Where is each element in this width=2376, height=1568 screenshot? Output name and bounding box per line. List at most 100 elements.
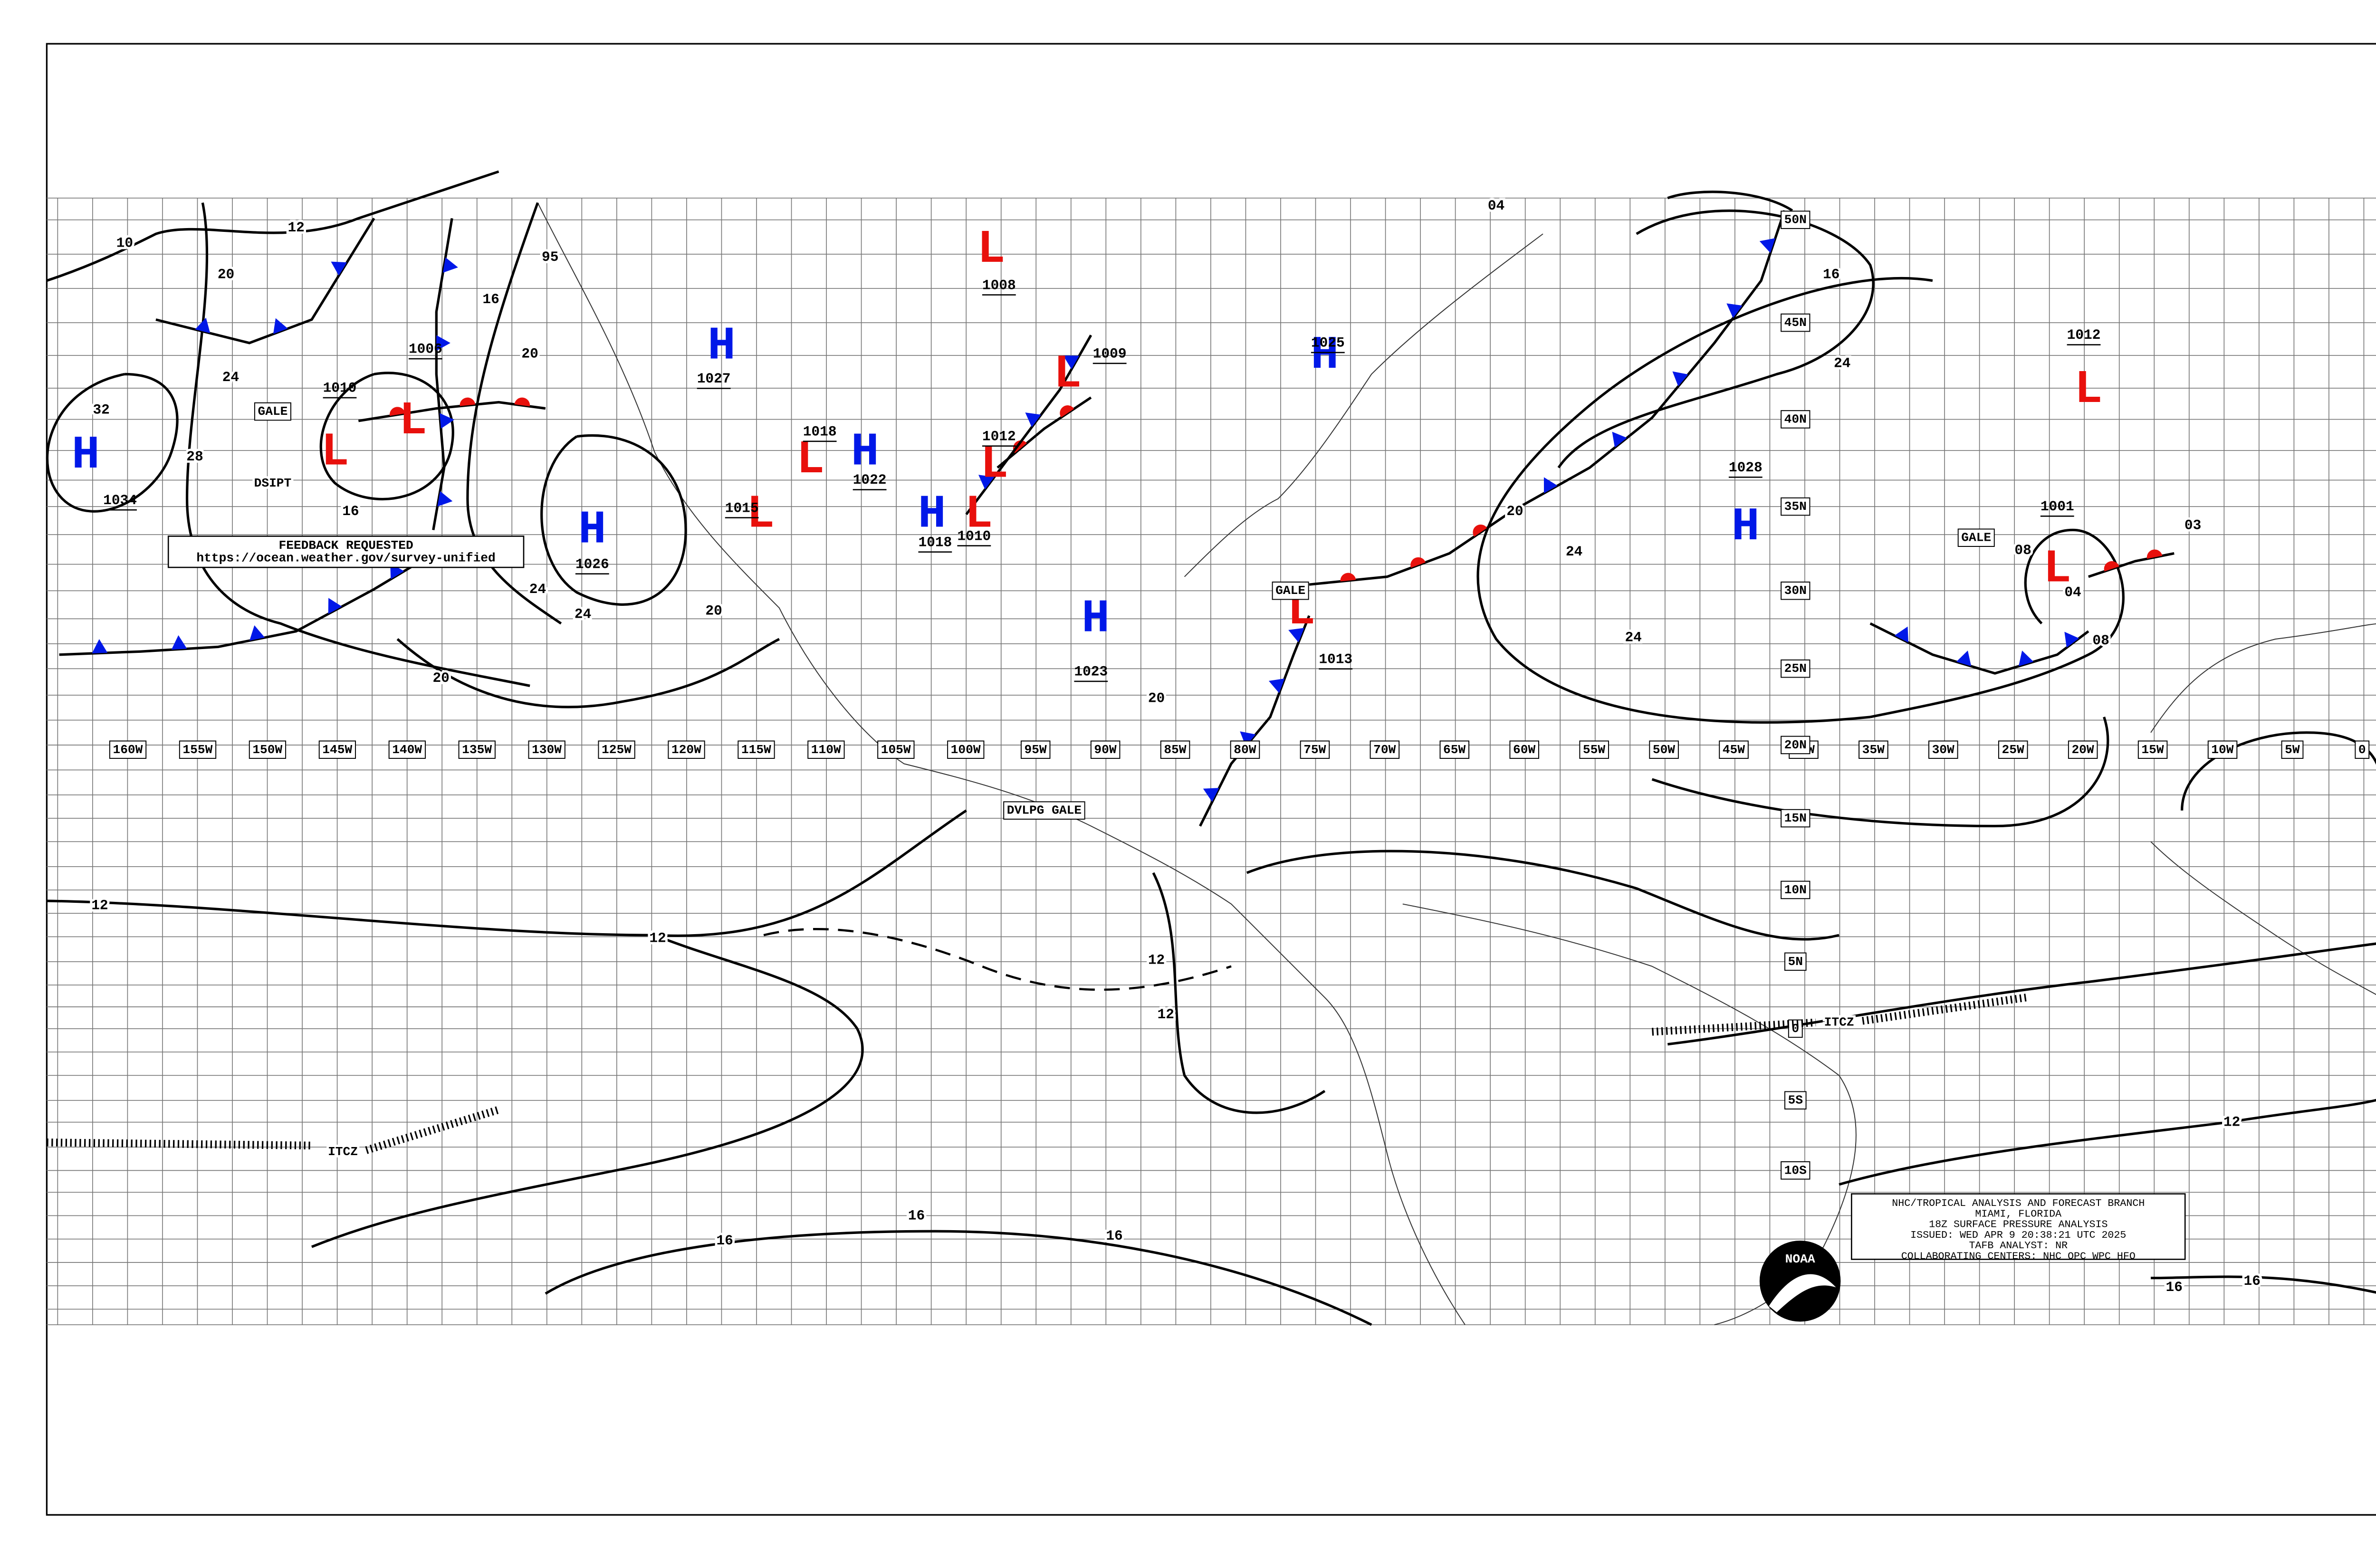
longitude-label: 25W <box>2002 743 2024 757</box>
low-center: L <box>977 223 1005 276</box>
front-line <box>1869 622 2089 675</box>
coastline <box>2150 623 2376 995</box>
annotation: GALE <box>258 404 287 419</box>
isobar-label: 20 <box>218 266 234 282</box>
longitude-label-box <box>1300 740 1330 759</box>
isobar-label: 24 <box>529 581 546 597</box>
central-pressure: 1012 <box>2067 327 2101 343</box>
annotation: DSIPT <box>254 476 292 490</box>
cold-front-pip <box>171 635 187 650</box>
isobar-label: 16 <box>1106 1228 1122 1244</box>
latitude-label: 45N <box>1784 316 1807 330</box>
latitude-label: 35N <box>1784 499 1807 514</box>
cold-front-pip <box>1956 650 1972 667</box>
longitude-label-box <box>668 740 705 759</box>
longitude-label: 45W <box>1723 743 1745 757</box>
latitude-label-box <box>1784 952 1807 971</box>
feedback-frame <box>167 535 525 568</box>
low-center: L <box>2074 363 2102 416</box>
logo-gull <box>1769 1274 1836 1312</box>
cold-front-pip <box>437 491 453 507</box>
isobar <box>1839 1099 2376 1186</box>
warm-front-pip <box>2104 561 2119 572</box>
longitude-label: 155W <box>182 743 212 757</box>
cold-front-pip <box>249 625 265 641</box>
cold-front-pip <box>1288 628 1304 643</box>
warm-front-pip <box>1410 557 1426 568</box>
high-center: H <box>578 503 606 556</box>
cold-front-pip <box>1612 431 1627 448</box>
isobar <box>47 809 967 937</box>
central-pressure: 1009 <box>1093 346 1127 362</box>
itcz-band <box>47 1138 312 1150</box>
longitude-label-box <box>458 740 496 759</box>
isobar-label: 24 <box>1834 355 1850 371</box>
isobar-label: 24 <box>1625 630 1641 646</box>
longitude-label: 5W <box>2285 743 2300 757</box>
longitude-label: 160W <box>113 743 143 757</box>
longitude-label: 60W <box>1513 743 1535 757</box>
cold-front-pip <box>92 639 108 654</box>
warm-front-pip <box>1060 405 1074 418</box>
longitude-label: 15W <box>2141 743 2164 757</box>
isobar-label: 12 <box>91 898 108 914</box>
central-pressure: 1015 <box>725 500 759 516</box>
cold-front-pip <box>1025 412 1041 427</box>
cold-front-pip <box>2064 631 2079 648</box>
central-pressure: 1001 <box>2041 498 2074 515</box>
isobar <box>1152 872 1326 1114</box>
longitude-label-box <box>2207 740 2238 759</box>
latitude-label-box <box>1781 1161 1811 1180</box>
longitude-label-box <box>947 740 985 759</box>
isobar-label: 12 <box>287 220 304 236</box>
isobar-label: 24 <box>1566 544 1582 560</box>
isobar-label: 16 <box>482 291 499 307</box>
central-pressure: 1010 <box>323 380 357 396</box>
longitude-label-box <box>109 740 147 759</box>
latitude-label-box <box>1781 880 1811 899</box>
longitude-label-box <box>1859 740 1888 759</box>
longitude-label-box <box>388 740 426 759</box>
longitude-label: 55W <box>1583 743 1605 757</box>
isobar <box>319 372 454 501</box>
isobar-label: 20 <box>1148 690 1165 706</box>
longitude-label-box <box>1719 740 1749 759</box>
longitude-label-box <box>1928 740 1958 759</box>
isobar-label: 03 <box>2184 517 2201 533</box>
longitude-label-box <box>318 740 356 759</box>
central-pressure: 1022 <box>853 472 887 488</box>
longitude-label: 105W <box>881 743 911 757</box>
low-center: L <box>980 438 1008 491</box>
longitude-label-box <box>2281 740 2304 759</box>
low-center: L <box>747 488 775 541</box>
annotation: ITCZ <box>328 1145 358 1159</box>
graticule <box>47 197 2376 1325</box>
latitude-label-box <box>1781 736 1811 755</box>
central-pressure: 1008 <box>982 277 1016 293</box>
latitude-label: 40N <box>1784 412 1807 426</box>
annotation: GALE <box>1275 583 1305 598</box>
cold-front-pip <box>436 335 450 351</box>
cold-front-pip <box>440 413 454 429</box>
high-center: H <box>1311 329 1339 382</box>
labels: 160W 155W 150W 145W 140W 135W 130W 125W 120W 115W… <box>47 195 2370 1298</box>
isobar-label: 12 <box>649 930 666 946</box>
longitude-label: 135W <box>462 743 492 757</box>
latitude-label-box <box>1781 210 1811 229</box>
coastline <box>1184 233 1543 577</box>
longitude-label: 115W <box>741 743 771 757</box>
longitude-label-box <box>1998 740 2028 759</box>
low-center: L <box>965 488 993 541</box>
high-center: H <box>708 319 736 373</box>
latitude-label: 5N <box>1788 955 1803 969</box>
annotation: GALE <box>1961 531 1991 545</box>
longitude-label-box <box>1090 740 1121 759</box>
feedback-box: FEEDBACK REQUESTED https://ocean.weather… <box>167 535 525 568</box>
longitude-label-box <box>738 740 775 759</box>
isobar-label: 95 <box>542 249 558 265</box>
title-frame <box>1851 1193 2186 1260</box>
longitude-label: 140W <box>392 743 422 757</box>
cold-front-pip <box>1894 626 1908 643</box>
warm-front-pip <box>460 397 476 406</box>
cold-front-pip <box>1203 788 1219 802</box>
